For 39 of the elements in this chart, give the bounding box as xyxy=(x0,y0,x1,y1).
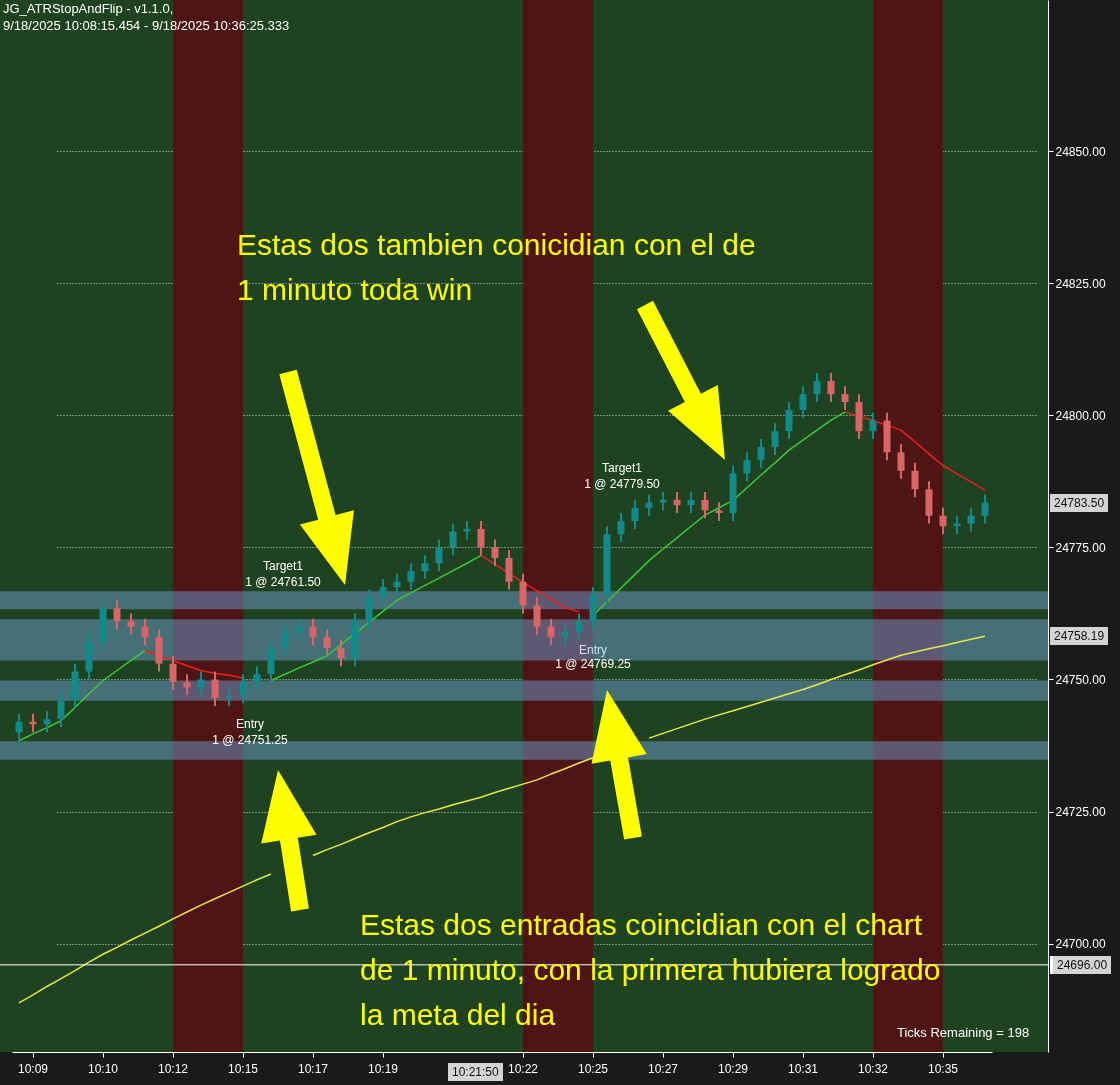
y-tick-label: 24800.00 xyxy=(1055,408,1106,423)
chart-title: JG_ATRStopAndFlip - v1.1.0, xyxy=(3,1,174,16)
x-tick-label: 10:31 xyxy=(787,1061,819,1076)
annotation: Target1 xyxy=(601,461,643,475)
annotation: la meta del dia xyxy=(360,998,556,1032)
y-tick-label: 24775.00 xyxy=(1055,540,1106,555)
y-tick-label: 24725.00 xyxy=(1055,805,1106,820)
text: 9/18/2025 10:08:15.454 - 9/18/2025 10:36:25.333 xyxy=(3,18,290,33)
annotation: Entry xyxy=(578,643,608,657)
annotation: Estas dos entradas coincidian con el chart xyxy=(360,908,922,942)
annotation: 1 @ 24761.50 xyxy=(245,575,321,589)
annotation: 1 @ 24769.25 xyxy=(555,657,631,671)
y-tick-label: 24750.00 xyxy=(1055,672,1106,687)
annotation: 1 @ 24779.50 xyxy=(584,477,660,491)
text: 24758.19 xyxy=(1050,627,1109,645)
annotation: Estas dos tambien conicidian con el de xyxy=(237,228,756,262)
annotation: 1 @ 24751.25 xyxy=(212,733,288,747)
x-tick-label: 10:29 xyxy=(717,1061,749,1076)
x-tick-label: 10:10 xyxy=(87,1061,119,1076)
x-tick-label: 10:25 xyxy=(577,1061,609,1076)
annotation: 1 minuto toda win xyxy=(237,273,473,307)
x-tick-label: 10:35 xyxy=(927,1061,959,1076)
y-tick-label: 24850.00 xyxy=(1055,144,1106,159)
ref-line-label: 24696.00 xyxy=(1050,955,1112,974)
x-tick-label: 10:27 xyxy=(647,1061,679,1076)
x-tick-label: 10:12 xyxy=(157,1061,189,1076)
annotation: Entry xyxy=(235,717,265,731)
x-tick-label: 10:19 xyxy=(367,1061,399,1076)
text: 24783.50 xyxy=(1050,494,1109,512)
y-tick-label: 24825.00 xyxy=(1055,276,1106,291)
annotation: Target1 xyxy=(262,559,304,573)
x-tick-label: 10:32 xyxy=(857,1061,889,1076)
annotation: Ticks Remaining = 198 xyxy=(897,1025,1030,1040)
x-tick-label: 10:22 xyxy=(507,1061,539,1076)
x-tick-label: 10:15 xyxy=(227,1061,259,1076)
text: 10:21:50 xyxy=(448,1063,503,1081)
y-tick-label: 24700.00 xyxy=(1055,937,1106,952)
x-tick-label: 10:17 xyxy=(297,1061,329,1076)
x-tick-label: 10:09 xyxy=(17,1061,49,1076)
